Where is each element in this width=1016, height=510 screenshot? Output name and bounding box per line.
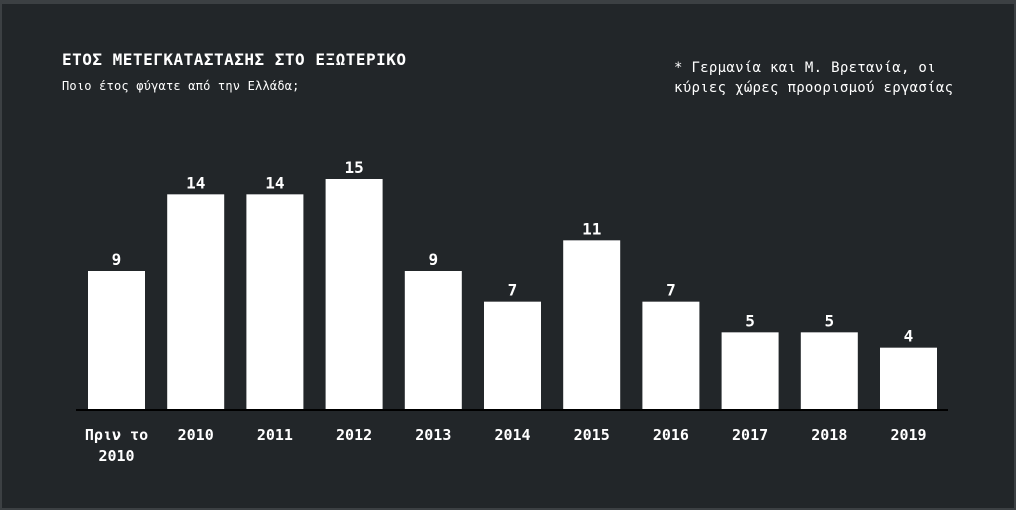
bar-8: [721, 332, 779, 409]
value-label-1: 14: [186, 173, 205, 192]
x-tick-label-2: 2011: [257, 426, 293, 444]
value-label-6: 11: [582, 219, 601, 238]
chart-title: ΕΤΟΣ ΜΕΤΕΓΚΑΤΑΣΤΑΣΗΣ ΣΤΟ ΕΞΩΤΕΡΙΚΟ: [62, 50, 407, 69]
x-tick-label-3: 2012: [336, 426, 372, 444]
x-tick-label-1: 2010: [178, 426, 214, 444]
chart-annotation: * Γερμανία και Μ. Βρετανία, οι κύριες χώ…: [674, 60, 954, 96]
x-tick-label-10: 2019: [890, 426, 926, 444]
x-tick-label-0: Πριν το 2010: [85, 426, 148, 465]
bar-6: [563, 240, 621, 409]
bar-9: [800, 332, 858, 409]
value-label-7: 7: [666, 281, 676, 300]
value-label-5: 7: [508, 281, 518, 300]
x-tick-label-6: 2015: [574, 426, 610, 444]
bar-2: [246, 194, 304, 409]
x-tick-label-5: 2014: [494, 426, 530, 444]
bar-1: [167, 194, 225, 409]
bar-5: [484, 301, 541, 409]
bar-0: [88, 271, 145, 409]
value-label-10: 4: [904, 327, 914, 346]
value-label-0: 9: [112, 250, 122, 269]
bar-10: [880, 347, 937, 409]
x-tick-label-9: 2018: [811, 426, 847, 444]
value-label-8: 5: [745, 311, 755, 330]
value-label-9: 5: [824, 311, 834, 330]
value-label-4: 9: [428, 250, 438, 269]
x-tick-label-8: 2017: [732, 426, 768, 444]
x-tick-label-7: 2016: [653, 426, 689, 444]
value-label-3: 15: [344, 158, 363, 177]
bar-4: [404, 271, 462, 409]
chart-subtitle: Ποιο έτος φύγατε από την Ελλάδα;: [62, 79, 300, 93]
x-tick-label-4: 2013: [415, 426, 451, 444]
bar-3: [325, 179, 383, 409]
bar-7: [642, 301, 700, 409]
value-label-2: 14: [265, 173, 284, 192]
